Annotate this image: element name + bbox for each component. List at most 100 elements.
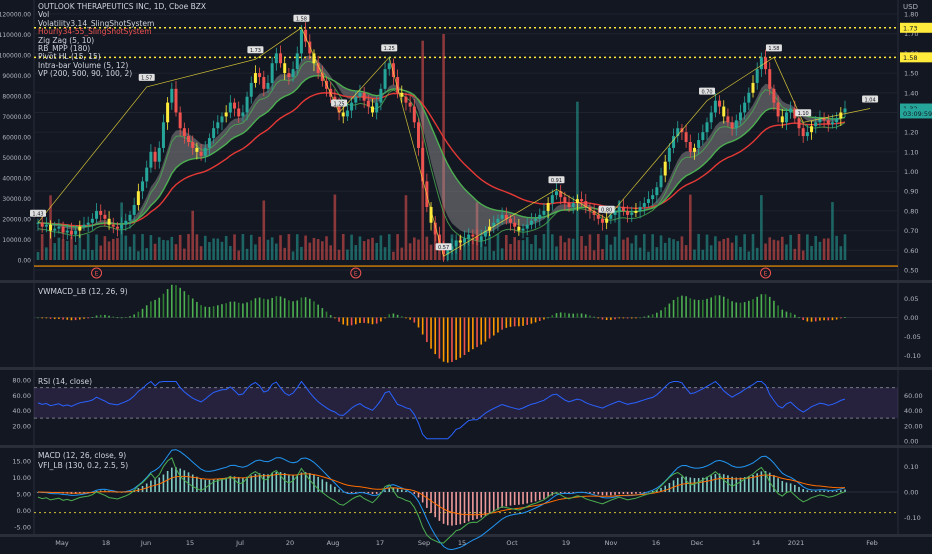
candle-body (538, 214, 542, 219)
candle-body (755, 69, 759, 83)
candle-body (433, 222, 437, 235)
candle-body (233, 102, 237, 109)
vwmacd-bar (622, 317, 625, 319)
candle-body (793, 108, 797, 119)
candle-body (383, 69, 387, 89)
macd-histogram-bar (693, 478, 696, 492)
volume-bar (40, 234, 44, 260)
macd-title[interactable]: MACD (12, 26, close, 9) (38, 451, 127, 460)
candle-body (408, 102, 412, 107)
macd-histogram-bar (216, 478, 219, 492)
volume-bar (367, 239, 370, 260)
legend-item[interactable]: Intra-bar Volume (5, 12) (38, 60, 129, 70)
volume-bar (383, 247, 387, 260)
volume-bar (835, 235, 838, 260)
vwmacd-bar (321, 308, 324, 318)
macd-histogram-bar (651, 490, 654, 492)
macd-histogram-bar (296, 474, 299, 492)
legend-item[interactable]: RB_MPP (180) (38, 44, 91, 54)
candle-body (471, 234, 475, 237)
candle-body (701, 132, 705, 141)
macd-histogram-bar (405, 490, 407, 492)
candle-body (166, 102, 170, 123)
candle-body (596, 214, 600, 219)
macd-histogram-bar (488, 492, 491, 514)
macd-histogram-bar (334, 486, 336, 492)
vwmacd-bar (304, 297, 307, 318)
macd-histogram-bar (354, 492, 357, 493)
macd-histogram-bar (267, 474, 269, 492)
rsi-title[interactable]: RSI (14, close) (38, 377, 93, 386)
volume-bar (559, 235, 562, 260)
legend-item[interactable]: Hourly34-55_SlingShotSystem (38, 27, 152, 37)
zigzag-label: 0.91 (551, 178, 562, 184)
vwmacd-bar (568, 313, 570, 318)
vwmacd-bar (171, 284, 173, 318)
volume-bar (659, 235, 663, 260)
zigzag-label: 0.70 (701, 89, 712, 95)
volume-bar (785, 244, 788, 260)
candle-body (467, 234, 471, 239)
volume-bar (755, 247, 759, 260)
candle-body (228, 102, 232, 113)
vwmacd-bar (509, 317, 512, 327)
macd-histogram-bar (380, 492, 382, 493)
volume-bar (730, 242, 734, 260)
vwmacd-bar (731, 301, 733, 318)
candle-body (132, 205, 136, 215)
vwmacd-bar (246, 302, 248, 318)
volume-bar (258, 236, 261, 260)
vwmacd-bar (145, 305, 148, 318)
rsi-line (37, 380, 846, 440)
vwmacd-title[interactable]: VWMACD_LB (12, 26, 9) (38, 287, 128, 296)
volume-bar (254, 244, 257, 260)
price-axis-badge-label: 1.58 (903, 54, 917, 62)
vwmacd-bar (208, 306, 211, 318)
volume-tick-label: 120000.00 (0, 12, 31, 19)
candle-body (249, 82, 253, 97)
volume-bar (153, 243, 157, 260)
macd-histogram-bar (229, 476, 232, 492)
volume-bar (379, 235, 383, 260)
macd-histogram-bar (802, 488, 804, 492)
vwmacd-bar (129, 316, 131, 318)
volume-bar (371, 237, 374, 260)
legend-item[interactable]: Pivot HL (15, 15) (38, 52, 101, 62)
macd-histogram-bar (492, 492, 495, 512)
legend-item[interactable]: Vol (38, 10, 50, 20)
vwmacd-bar (610, 317, 612, 320)
symbol-title[interactable]: OUTLOOK THERAPEUTICS INC, 1D, Cboe BZX (38, 2, 207, 11)
rsi-tick-label: 0.00 (904, 438, 918, 446)
candle-body (191, 142, 195, 148)
candle-body (709, 112, 713, 123)
volume-bar (57, 237, 61, 260)
vfi-title[interactable]: VFI_LB (130, 0.2, 2.5, 5) (38, 461, 129, 470)
vwmacd-bar (593, 316, 595, 318)
legend-item[interactable]: Volatility3.14_SlingShotSystem (38, 18, 155, 28)
macd-histogram-bar (672, 480, 675, 492)
vwmacd-bar (329, 315, 332, 318)
candle-body (826, 120, 830, 125)
volume-bar (760, 195, 763, 260)
vwmacd-bar (718, 295, 721, 318)
rsi-tick-label: 40.00 (904, 407, 923, 415)
legend-item[interactable]: VP (200, 500, 90, 100, 2) (38, 69, 133, 79)
legend-item[interactable]: Zig Zag (5, 10) (38, 35, 95, 45)
candle-body (492, 222, 496, 227)
macd-histogram-bar (643, 492, 646, 493)
volume-tick-label: 30000.00 (2, 196, 31, 203)
macd-histogram-bar (242, 477, 244, 492)
volume-bar (505, 234, 508, 260)
candle-body (44, 224, 48, 227)
vwmacd-bar (296, 300, 299, 318)
macd-histogram-bar (158, 477, 161, 492)
vwmacd-bar (262, 298, 265, 318)
zigzag-label: 1.73 (250, 48, 261, 54)
candle-body (170, 88, 174, 103)
price-axis-badge-label: 03:09:59 (903, 110, 932, 118)
macd-histogram-bar (564, 492, 566, 493)
volume-tick-label: 0.00 (18, 258, 32, 265)
macd-histogram-bar (534, 492, 537, 502)
